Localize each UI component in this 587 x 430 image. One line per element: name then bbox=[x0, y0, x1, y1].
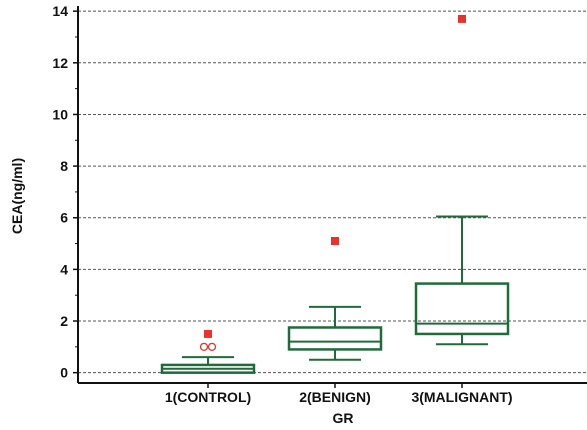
box-layer bbox=[160, 14, 510, 374]
max-marker-control bbox=[204, 329, 212, 338]
y-tick-label: 0 bbox=[60, 365, 68, 381]
x-tick-label-benign: 2(BENIGN) bbox=[299, 389, 371, 405]
label-layer: CEA(ng/ml) GR 0 2 4 6 8 10 12 14 1(CONTROL) 2(BEN… bbox=[9, 3, 513, 426]
box-benign bbox=[287, 326, 383, 351]
x-axis-label: GR bbox=[333, 410, 354, 425]
outlier-point-control bbox=[207, 342, 217, 351]
y-axis-label: CEA(ng/ml) bbox=[9, 158, 25, 234]
box-malignant bbox=[414, 282, 510, 336]
x-tick-label-control: 1(CONTROL) bbox=[165, 389, 251, 405]
max-marker-benign bbox=[331, 236, 339, 245]
x-tick-label-malignant: 3(MALIGNANT) bbox=[411, 389, 512, 405]
axis-layer bbox=[73, 6, 587, 388]
y-tick-label: 8 bbox=[60, 158, 68, 174]
y-tick-label: 4 bbox=[60, 261, 68, 277]
y-tick-label: 12 bbox=[52, 55, 68, 71]
y-tick-label: 14 bbox=[52, 3, 68, 19]
y-tick-label: 6 bbox=[60, 210, 68, 226]
grid-layer bbox=[78, 10, 587, 374]
outlier-point-control bbox=[199, 342, 209, 351]
max-marker-malignant bbox=[458, 14, 466, 23]
y-tick-label: 10 bbox=[52, 106, 68, 122]
y-tick-label: 2 bbox=[60, 313, 68, 329]
